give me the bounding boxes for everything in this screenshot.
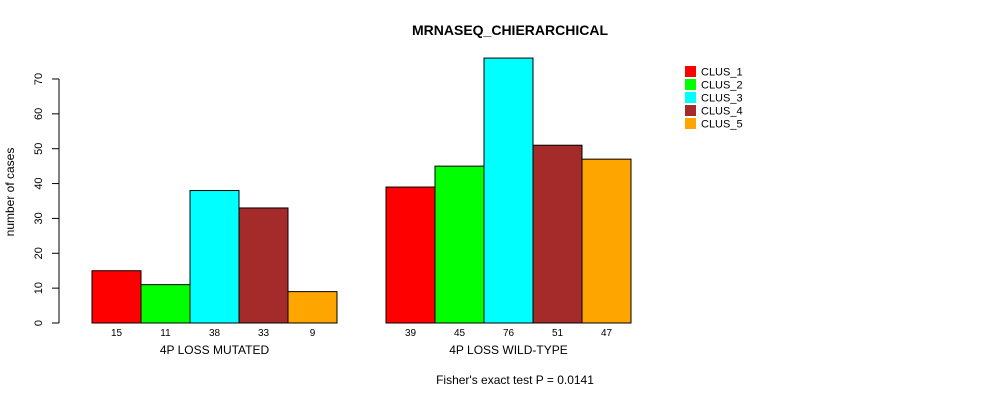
bar-clus-2-group-2 [434,165,485,324]
legend-label: CLUS_2 [701,80,743,92]
y-tick-label: 50 [33,143,45,155]
legend-swatch [685,79,696,90]
bar-clus-5-group-2 [581,158,632,324]
legend-label: CLUS_1 [701,67,743,79]
group-label: 4P LOSS MUTATED [160,343,270,357]
y-tick-label: 40 [33,177,45,189]
y-axis-label: number of cases [3,148,17,237]
y-tick-label: 10 [33,282,45,294]
group-label: 4P LOSS WILD-TYPE [449,343,567,357]
bar-clus-3-group-2 [483,57,534,324]
bar-clus-1-group-2 [385,186,436,324]
bar-count-label: 11 [160,328,171,339]
bar-clus-4-group-2 [532,144,583,324]
bar-clus-5-group-1 [287,291,338,324]
bar-count-label: 76 [503,328,515,339]
bar-clus-1-group-1 [91,270,142,324]
y-tick-label: 60 [33,108,45,120]
count-labels: 15 11 38 33 9 39 45 76 51 47 [111,328,613,339]
y-tick-label: 0 [33,320,45,326]
bar-clus-3-group-1 [189,190,240,324]
bar-count-label: 38 [209,328,221,339]
legend-swatch [685,118,696,129]
bar-count-label: 45 [454,328,466,339]
fisher-test-footer: Fisher's exact test P = 0.0141 [436,373,594,387]
y-tick-label: 20 [33,247,45,259]
bar-count-label: 33 [258,328,270,339]
legend-swatch [685,66,696,77]
y-tick-label: 70 [33,73,45,85]
y-tick-label: 30 [33,212,45,224]
bar-count-label: 39 [405,328,417,339]
group-labels: 4P LOSS MUTATED 4P LOSS WILD-TYPE [160,343,568,357]
bar-count-label: 15 [111,328,123,339]
legend-label: CLUS_3 [701,93,743,105]
bar-count-label: 51 [552,328,564,339]
bar-clus-2-group-1 [140,284,191,324]
legend-swatch [685,92,696,103]
legend-swatch [685,105,696,116]
bar-count-label: 47 [601,328,613,339]
y-axis: 0 10 20 30 40 50 60 70 [33,73,60,326]
legend-label: CLUS_4 [701,106,743,118]
bar-count-label: 9 [310,328,316,339]
legend-label: CLUS_5 [701,119,743,131]
chart-title: MRNASEQ_CHIERARCHICAL [412,22,608,38]
bars [91,57,632,324]
bar-clus-4-group-1 [238,207,289,324]
